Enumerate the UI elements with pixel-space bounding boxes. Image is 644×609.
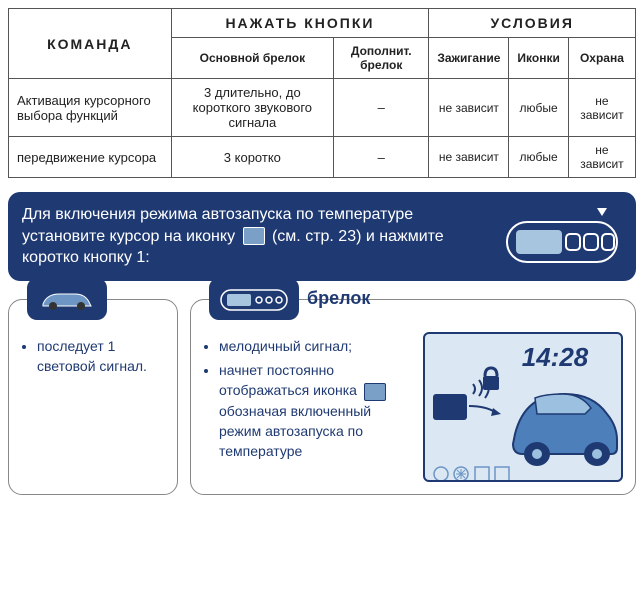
cell-icons: любые	[509, 137, 568, 178]
fob-panel-tab: брелок	[209, 278, 370, 320]
car-panel-list: последует 1 световой сигнал.	[21, 336, 165, 377]
fob-panel: брелок мелодичный сигнал; начнет постоян…	[190, 299, 636, 495]
th-extra-fob: Дополнит. брелок	[334, 38, 429, 79]
car-tab-icon	[27, 278, 107, 320]
engine-temp-icon	[243, 227, 265, 245]
cell-extra: –	[334, 137, 429, 178]
banner-text: Для включения режима автозапуска по темп…	[22, 204, 492, 269]
th-ignition: Зажигание	[429, 38, 509, 79]
commands-table: КОМАНДА НАЖАТЬ КНОПКИ УСЛОВИЯ Основной б…	[8, 8, 636, 178]
result-panels: последует 1 световой сигнал. брелок мело…	[8, 299, 636, 495]
table-row: передвижение курсора 3 коротко – не зави…	[9, 137, 636, 178]
remote-fob-icon	[502, 206, 622, 266]
th-press: НАЖАТЬ КНОПКИ	[171, 9, 429, 38]
cell-extra: –	[334, 79, 429, 137]
instruction-banner: Для включения режима автозапуска по темп…	[8, 192, 636, 281]
lcd-time: 14:28	[522, 342, 589, 372]
th-guard: Охрана	[568, 38, 635, 79]
list-item: мелодичный сигнал;	[219, 336, 411, 356]
cell-icons: любые	[509, 79, 568, 137]
cell-main: 3 длительно, до короткого звукового сигн…	[171, 79, 334, 137]
car-panel: последует 1 световой сигнал.	[8, 299, 178, 495]
cell-ignition: не зависит	[429, 79, 509, 137]
th-main-fob: Основной брелок	[171, 38, 334, 79]
engine-temp-icon	[364, 383, 386, 401]
cell-ignition: не зависит	[429, 137, 509, 178]
car-panel-tab	[27, 278, 107, 320]
table-row: Активация курсорного выбора функций 3 дл…	[9, 79, 636, 137]
fob-tab-icon	[209, 278, 299, 320]
th-icons: Иконки	[509, 38, 568, 79]
cell-guard: не зависит	[568, 137, 635, 178]
lcd-display: 14:28	[423, 332, 623, 482]
fob-tab-label: брелок	[307, 288, 370, 309]
list-item: начнет постоянно отображаться иконка обо…	[219, 360, 411, 461]
cell-command: Активация курсорного выбора функций	[9, 79, 172, 137]
list-item: последует 1 световой сигнал.	[37, 336, 165, 377]
th-command: КОМАНДА	[9, 9, 172, 79]
cell-command: передвижение курсора	[9, 137, 172, 178]
cell-guard: не зависит	[568, 79, 635, 137]
th-conditions: УСЛОВИЯ	[429, 9, 636, 38]
cell-main: 3 коротко	[171, 137, 334, 178]
fob-panel-list: мелодичный сигнал; начнет постоянно отоб…	[203, 336, 411, 466]
